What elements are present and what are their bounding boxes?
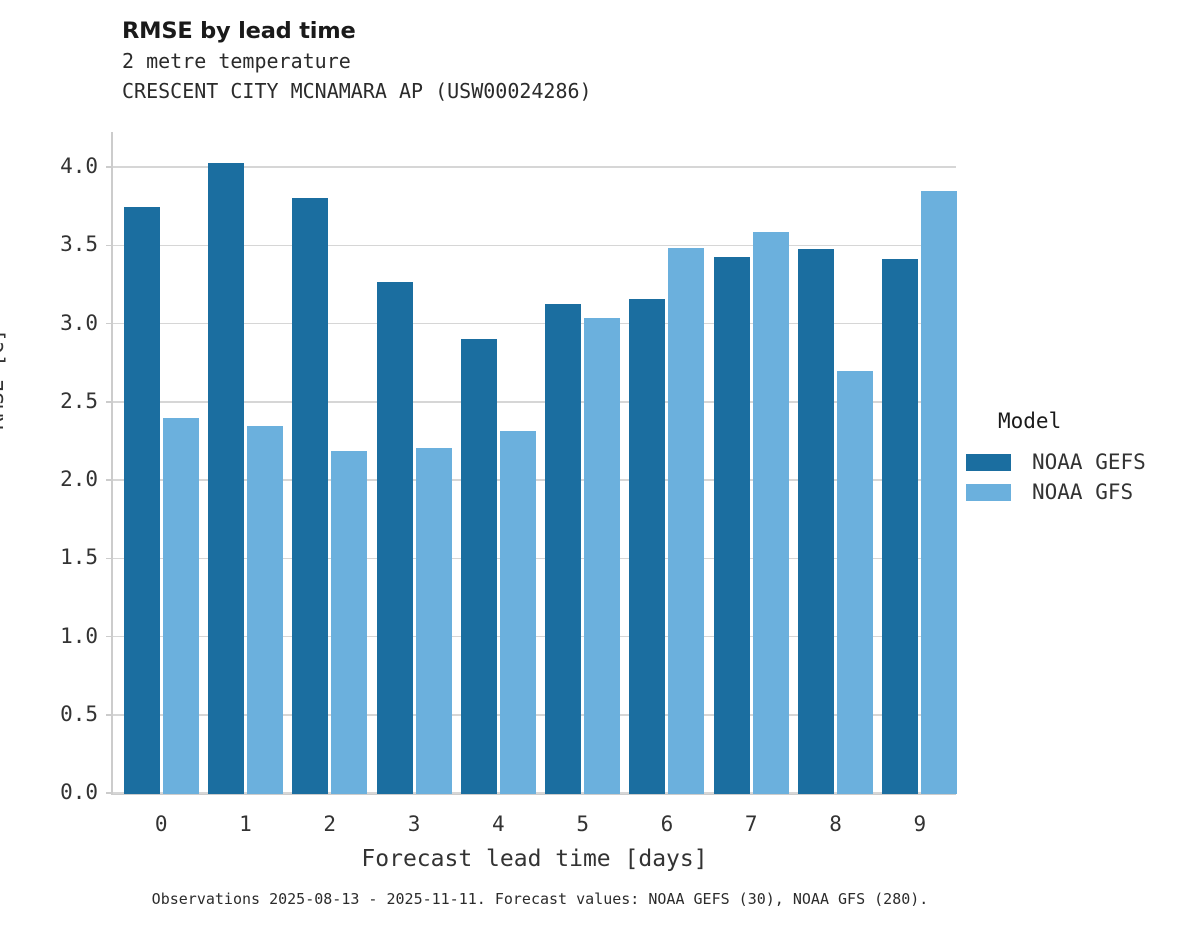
legend-item-noaa-gfs[interactable]: NOAA GFS bbox=[966, 477, 1181, 507]
y-axis-tick-mark bbox=[106, 479, 113, 481]
bar-noaa-gfs-day-8[interactable] bbox=[837, 371, 874, 794]
gridline bbox=[113, 244, 956, 246]
bar-noaa-gfs-day-3[interactable] bbox=[415, 448, 452, 794]
y-axis-spine bbox=[111, 132, 113, 794]
bar-noaa-gfs-day-2[interactable] bbox=[331, 451, 368, 794]
chart-header: RMSE by lead time 2 metre temperature CR… bbox=[122, 16, 982, 106]
y-axis-tick-mark bbox=[106, 166, 113, 168]
legend-entries: NOAA GEFS NOAA GFS bbox=[966, 447, 1181, 507]
y-axis-tick-label: 4.0 bbox=[60, 154, 98, 178]
bar-noaa-gefs-day-0[interactable] bbox=[123, 207, 160, 794]
legend-title: Model bbox=[998, 409, 1062, 433]
bar-noaa-gefs-day-8[interactable] bbox=[798, 249, 835, 794]
y-axis-tick-mark bbox=[106, 322, 113, 325]
gridline bbox=[113, 322, 956, 325]
y-axis-tick-label: 0.0 bbox=[60, 780, 98, 804]
x-axis-tick-label: 9 bbox=[913, 812, 927, 836]
bar-noaa-gfs-day-0[interactable] bbox=[162, 418, 199, 794]
bar-noaa-gefs-day-3[interactable] bbox=[376, 282, 413, 794]
legend-item-label: NOAA GEFS bbox=[1032, 449, 1146, 474]
y-axis-tick-mark bbox=[106, 244, 113, 246]
gridline bbox=[113, 401, 956, 403]
y-axis-tick-label: 3.5 bbox=[60, 232, 98, 257]
x-axis-tick-label: 1 bbox=[239, 812, 252, 836]
bar-noaa-gfs-day-4[interactable] bbox=[499, 430, 536, 794]
x-axis-tick-label: 5 bbox=[576, 812, 589, 836]
y-axis-title: RMSE [C] bbox=[0, 328, 8, 430]
page-title: RMSE by lead time bbox=[122, 18, 356, 44]
gridline bbox=[113, 166, 956, 168]
x-axis-spine bbox=[111, 793, 956, 795]
legend-item-label: NOAA GFS bbox=[1032, 479, 1134, 504]
y-axis-tick-mark bbox=[106, 557, 113, 559]
x-axis-tick-label: 6 bbox=[660, 812, 674, 836]
y-axis-tick-label: 2.5 bbox=[60, 388, 98, 413]
legend-item-noaa-gefs[interactable]: NOAA GEFS bbox=[966, 447, 1181, 477]
plot-area bbox=[106, 163, 958, 794]
bar-noaa-gefs-day-1[interactable] bbox=[207, 163, 244, 794]
bar-noaa-gfs-day-7[interactable] bbox=[752, 232, 789, 794]
chart-subtitle-variable: 2 metre temperature bbox=[122, 49, 351, 73]
x-axis-tick-label: 7 bbox=[744, 812, 758, 836]
bar-noaa-gefs-day-6[interactable] bbox=[629, 299, 666, 794]
x-axis-tick-label: 0 bbox=[154, 812, 168, 836]
bar-noaa-gfs-day-5[interactable] bbox=[584, 318, 621, 794]
x-axis-title: Forecast lead time [days] bbox=[361, 846, 708, 872]
bar-noaa-gefs-day-7[interactable] bbox=[713, 257, 750, 794]
y-axis-tick-label: 3.0 bbox=[60, 310, 98, 335]
y-axis-tick-label: 1.0 bbox=[60, 623, 98, 648]
bar-noaa-gfs-day-9[interactable] bbox=[921, 191, 958, 794]
bar-noaa-gfs-day-1[interactable] bbox=[246, 426, 283, 794]
footer-note: Observations 2025-08-13 - 2025-11-11. Fo… bbox=[151, 890, 929, 908]
bar-noaa-gefs-day-2[interactable] bbox=[292, 197, 329, 794]
y-axis-tick-label: 0.5 bbox=[60, 701, 98, 726]
bar-noaa-gefs-day-5[interactable] bbox=[545, 304, 582, 794]
x-axis-tick-label: 2 bbox=[323, 812, 337, 836]
y-axis-tick-mark bbox=[106, 401, 113, 403]
x-axis-tick-label: 8 bbox=[829, 812, 842, 836]
x-axis-tick-label: 3 bbox=[407, 812, 421, 836]
y-axis-tick-labels: 0.0 0.5 1.0 1.5 2.0 2.5 3.0 3.5 4.0 bbox=[0, 0, 98, 928]
y-axis-tick-mark bbox=[106, 635, 113, 638]
x-axis-tick-label: 4 bbox=[492, 812, 505, 836]
bar-noaa-gefs-day-4[interactable] bbox=[460, 338, 497, 794]
bar-noaa-gfs-day-6[interactable] bbox=[668, 247, 705, 794]
legend: Model NOAA GEFS NOAA GFS bbox=[966, 408, 1181, 507]
y-axis-tick-label: 1.5 bbox=[60, 545, 98, 570]
bar-noaa-gefs-day-9[interactable] bbox=[882, 258, 919, 794]
legend-swatch-icon bbox=[966, 453, 1011, 471]
legend-swatch-icon bbox=[966, 483, 1011, 501]
y-axis-tick-mark bbox=[106, 792, 113, 794]
y-axis-tick-mark bbox=[106, 714, 113, 716]
chart-subtitle-station: CRESCENT CITY MCNAMARA AP (USW00024286) bbox=[122, 79, 592, 103]
y-axis-tick-label: 2.0 bbox=[60, 467, 98, 491]
